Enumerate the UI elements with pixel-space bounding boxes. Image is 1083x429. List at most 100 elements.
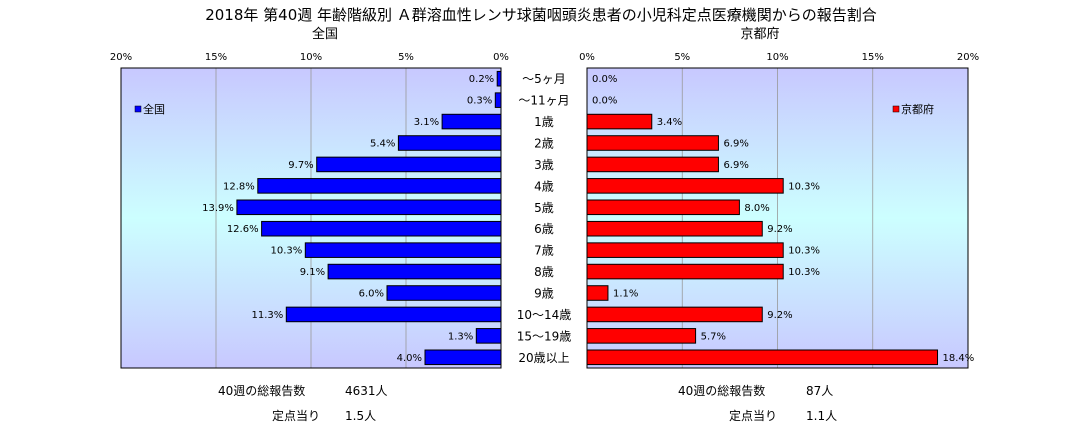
left-total-value: 4631人: [345, 384, 388, 398]
right-value-label: 8.0%: [744, 203, 769, 214]
right-value-label: 18.4%: [943, 353, 975, 364]
left-bar: [494, 92, 502, 108]
category-label: ～5ヶ月: [522, 72, 566, 86]
right-legend-swatch: [892, 105, 900, 113]
left-value-label: 3.1%: [414, 117, 439, 128]
right-bar: [586, 242, 784, 258]
right-bar: [586, 349, 939, 366]
left-legend: 全国: [134, 102, 165, 116]
category-label: 9歳: [534, 287, 554, 301]
right-total-value: 87人: [806, 384, 833, 398]
right-bar: [586, 113, 653, 130]
left-bar: [475, 328, 502, 344]
right-legend-label: 京都府: [901, 102, 934, 116]
left-total-label: 40週の総報告数: [218, 383, 305, 398]
left-bar: [257, 178, 502, 194]
right-x-tick-label: 20%: [957, 52, 979, 63]
left-value-label: 10.3%: [271, 246, 303, 257]
right-x-tick-label: 15%: [862, 52, 884, 63]
left-per-site-value: 1.5人: [345, 409, 376, 423]
left-value-label: 9.7%: [288, 160, 313, 171]
left-footer: 40週の総報告数 4631人 定点当り 1.5人: [218, 383, 388, 423]
left-bar: [285, 306, 502, 323]
category-label: 3歳: [534, 158, 554, 172]
left-per-site-label: 定点当り: [272, 408, 320, 423]
left-legend-swatch: [134, 105, 142, 113]
left-value-label: 13.9%: [202, 203, 234, 214]
right-value-label: 3.4%: [657, 117, 682, 128]
left-legend-label: 全国: [143, 102, 165, 116]
left-bar: [441, 113, 502, 130]
chart-title: 2018年 第40週 年齢階級別 Ａ群溶血性レンサ球菌咽頭炎患者の小児科定点医療…: [205, 6, 877, 24]
left-value-label: 0.3%: [467, 96, 492, 107]
left-bar: [236, 199, 502, 216]
right-value-label: 0.0%: [592, 96, 617, 107]
right-value-label: 10.3%: [788, 267, 820, 278]
left-bar: [261, 220, 502, 237]
right-bar: [586, 263, 784, 280]
left-x-tick-label: 20%: [110, 52, 132, 63]
left-value-label: 4.0%: [397, 353, 422, 364]
right-value-label: 0.0%: [592, 74, 617, 85]
right-bar: [586, 328, 697, 344]
right-value-label: 1.1%: [613, 289, 638, 300]
right-bar: [586, 220, 763, 237]
right-per-site-label: 定点当り: [729, 408, 777, 423]
left-x-tick-label: 10%: [300, 52, 322, 63]
category-label: 2歳: [534, 137, 554, 151]
left-bar: [316, 156, 502, 173]
left-bar: [327, 263, 502, 280]
right-x-tick-label: 0%: [579, 52, 595, 63]
left-bar: [424, 349, 502, 366]
right-value-label: 9.2%: [767, 310, 792, 321]
right-bar: [586, 156, 719, 173]
right-legend: 京都府: [892, 102, 934, 116]
right-value-label: 10.3%: [788, 246, 820, 257]
right-bar: [586, 199, 740, 216]
left-bar: [496, 70, 502, 87]
left-value-label: 1.3%: [448, 331, 473, 342]
category-label: 8歳: [534, 265, 554, 279]
right-value-label: 10.3%: [788, 181, 820, 192]
left-value-label: 11.3%: [252, 310, 284, 321]
right-bar: [586, 178, 784, 194]
left-bar: [386, 285, 502, 301]
category-label: 10～14歳: [517, 308, 572, 322]
right-per-site-value: 1.1人: [806, 409, 837, 423]
left-panel-heading: 全国: [312, 26, 338, 42]
right-bar: [586, 135, 719, 151]
category-label: 4歳: [534, 179, 554, 193]
left-value-label: 9.1%: [300, 267, 325, 278]
right-panel-heading: 京都府: [740, 27, 779, 42]
category-label: 1歳: [534, 115, 554, 129]
right-bar: [586, 285, 609, 301]
right-total-label: 40週の総報告数: [678, 383, 765, 398]
right-footer: 40週の総報告数 87人 定点当り 1.1人: [678, 383, 837, 423]
right-value-label: 9.2%: [767, 224, 792, 235]
left-value-label: 12.8%: [223, 181, 255, 192]
left-value-label: 5.4%: [370, 139, 395, 150]
category-label: 6歳: [534, 222, 554, 236]
right-value-label: 5.7%: [701, 331, 726, 342]
right-value-label: 6.9%: [723, 139, 748, 150]
left-bar: [304, 242, 502, 258]
right-value-label: 6.9%: [723, 160, 748, 171]
right-x-tick-label: 10%: [766, 52, 788, 63]
category-label: 7歳: [534, 244, 554, 258]
left-value-label: 6.0%: [359, 289, 384, 300]
category-label: 5歳: [534, 201, 554, 215]
left-plot-border: [120, 67, 502, 369]
left-x-tick-label: 5%: [398, 52, 414, 63]
right-bar: [586, 306, 763, 323]
left-x-tick-label: 0%: [493, 52, 509, 63]
category-label: 20歳以上: [518, 351, 569, 365]
left-value-label: 12.6%: [227, 224, 259, 235]
left-bar: [397, 135, 502, 151]
category-label: ～11ヶ月: [518, 94, 569, 108]
right-x-tick-label: 5%: [674, 52, 690, 63]
left-value-label: 0.2%: [469, 74, 494, 85]
right-plot-border: [586, 67, 969, 369]
left-x-tick-label: 15%: [205, 52, 227, 63]
category-label: 15～19歳: [517, 329, 572, 343]
